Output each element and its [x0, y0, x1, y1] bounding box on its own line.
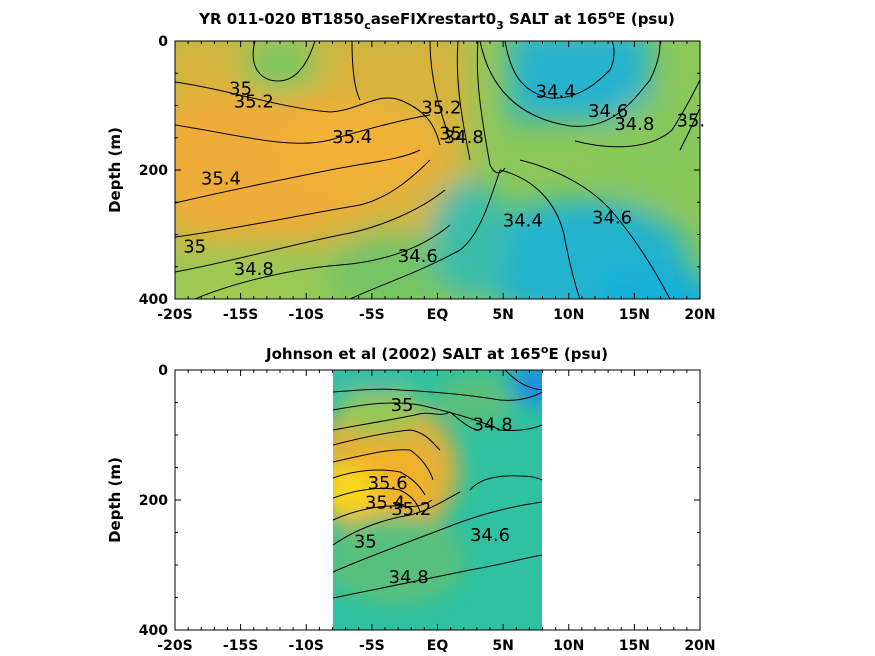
x-tick-label: 5N	[492, 307, 513, 323]
panel-model-title: YR 011-020 BT1850caseFIXrestart03 SALT a…	[198, 8, 675, 32]
contour-label: 35.6	[368, 473, 408, 494]
contour-label: 34.4	[536, 82, 576, 103]
panel-observed-title: Johnson et al (2002) SALT at 165oE (psu)	[265, 343, 608, 363]
panel-model-ticks: -20S -15S -10S -5S EQ 5N 10N 15N 20N 0 200 400	[139, 34, 716, 323]
x-tick-label: EQ	[427, 307, 449, 323]
x-tick-label: -20S	[157, 638, 192, 654]
contour-label: 34.6	[588, 101, 628, 122]
contour-label: 35	[229, 78, 252, 99]
contour-label: 35	[391, 395, 414, 416]
contour-label: 34.4	[503, 211, 543, 232]
panel-observed-contour-labels: 35 34.8 35.635.435.2 35 34.6 34.8	[354, 395, 513, 588]
contour-label: 35.2	[391, 499, 431, 520]
contour-label: 35.2	[421, 98, 461, 119]
x-tick-label: EQ	[427, 638, 449, 654]
panel-observed: Johnson et al (2002) SALT at 165oE (psu)	[106, 343, 716, 654]
contour-label: 34.6	[592, 207, 632, 228]
x-tick-label: 20N	[684, 307, 715, 323]
y-tick-label: 400	[139, 292, 168, 308]
x-tick-label: -15S	[223, 307, 258, 323]
contour-label: 35	[439, 124, 462, 145]
x-tick-label: 5N	[492, 638, 513, 654]
contour-label: 34.6	[470, 525, 510, 546]
panel-observed-ylabel: Depth (m)	[106, 457, 124, 543]
x-tick-label: -10S	[289, 638, 324, 654]
contour-label: 35.4	[365, 492, 405, 513]
panel-observed-ticks: -20S -15S -10S -5S EQ 5N 10N 15N 20N 0 200 400	[139, 363, 716, 654]
y-tick-label: 0	[158, 34, 168, 50]
contour-label: 35.2	[234, 91, 274, 112]
y-tick-label: 400	[139, 623, 168, 639]
contour-label: 35.4	[201, 169, 241, 190]
panel-model-contours	[175, 41, 700, 299]
x-tick-label: 15N	[619, 638, 650, 654]
x-tick-label: 10N	[553, 307, 584, 323]
contour-label: 35.4	[332, 127, 372, 148]
panel-model: YR 011-020 BT1850caseFIXrestart03 SALT a…	[106, 8, 716, 323]
panel-observed-colorfield	[333, 370, 542, 630]
x-tick-label: 10N	[553, 638, 584, 654]
y-tick-label: 0	[158, 363, 168, 379]
contour-label: 34.8	[473, 414, 513, 435]
contour-label: 34.8	[234, 259, 274, 280]
x-tick-label: -20S	[157, 307, 192, 323]
panel-model-ylabel: Depth (m)	[106, 127, 124, 213]
x-tick-label: 20N	[684, 638, 715, 654]
contour-label: 35	[183, 236, 206, 257]
y-tick-label: 200	[139, 163, 168, 179]
contour-label: 34.8	[389, 567, 429, 588]
contour-label: 34.8	[614, 114, 654, 135]
x-tick-label: -10S	[289, 307, 324, 323]
x-tick-label: 15N	[619, 307, 650, 323]
contour-label: 35	[354, 531, 377, 552]
panel-model-colorfield	[175, 41, 700, 299]
x-tick-label: -5S	[359, 307, 385, 323]
contour-label: 34.8	[444, 127, 484, 148]
x-tick-label: -15S	[223, 638, 258, 654]
contour-label: 35.	[676, 111, 705, 132]
x-tick-label: -5S	[359, 638, 385, 654]
y-tick-label: 200	[139, 493, 168, 509]
panel-model-contour-labels: 3535.235.435.43534.834.635.23534.834.434…	[183, 78, 705, 280]
contour-label: 34.6	[398, 246, 438, 267]
panel-observed-contours	[333, 370, 542, 599]
